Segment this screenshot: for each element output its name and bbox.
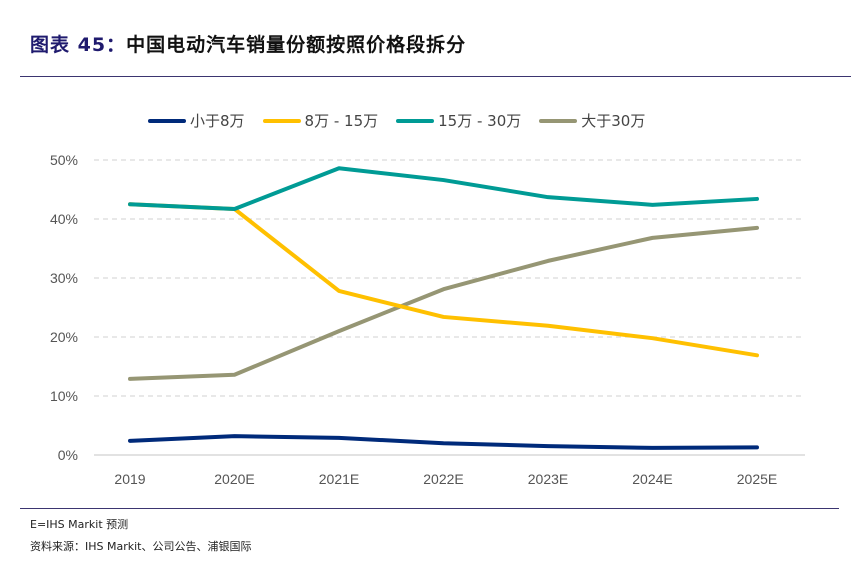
x-tick-label: 2020E <box>214 471 254 487</box>
legend-label: 8万 - 15万 <box>304 112 379 130</box>
footnote: E=IHS Markit 预测 <box>30 518 129 531</box>
series-line-1 <box>128 434 759 450</box>
legend-item: 小于8万 <box>148 110 245 131</box>
y-tick-label: 30% <box>50 270 78 286</box>
legend-label: 小于8万 <box>190 112 245 130</box>
legend-label: 15万 - 30万 <box>438 112 522 130</box>
series-line-2 <box>128 202 759 358</box>
x-tick-label: 2021E <box>319 471 359 487</box>
y-tick-label: 10% <box>50 388 78 404</box>
y-tick-label: 20% <box>50 329 78 345</box>
x-tick-label: 2025E <box>737 471 777 487</box>
legend-item: 8万 - 15万 <box>262 110 379 131</box>
figure-number: 图表 45： <box>30 34 127 56</box>
legend: 小于8万 8万 - 15万 15万 - 30万 大于30万 <box>148 110 645 131</box>
legend-item: 大于30万 <box>539 110 645 131</box>
legend-swatch <box>539 118 578 123</box>
y-tick-label: 0% <box>58 447 78 463</box>
legend-label: 大于30万 <box>581 112 646 130</box>
series-line-4 <box>128 225 759 381</box>
y-tick-label: 50% <box>50 152 78 168</box>
x-tick-label: 2024E <box>632 471 672 487</box>
legend-item: 15万 - 30万 <box>396 110 521 131</box>
page-title: 图表 45：中国电动汽车销量份额按照价格段拆分 <box>30 30 466 57</box>
x-tick-label: 2022E <box>423 471 463 487</box>
bottom-divider <box>20 508 839 509</box>
top-divider <box>20 76 851 77</box>
y-tick-label: 40% <box>50 211 78 227</box>
x-tick-label: 2019 <box>114 471 145 487</box>
figure-title: 中国电动汽车销量份额按照价格段拆分 <box>126 34 467 56</box>
legend-swatch <box>262 118 301 123</box>
x-tick-label: 2023E <box>528 471 568 487</box>
legend-swatch <box>148 118 186 123</box>
series-line-3 <box>128 166 759 211</box>
source-note: 资料来源：IHS Markit、公司公告、浦银国际 <box>30 540 252 553</box>
legend-swatch <box>396 118 435 123</box>
